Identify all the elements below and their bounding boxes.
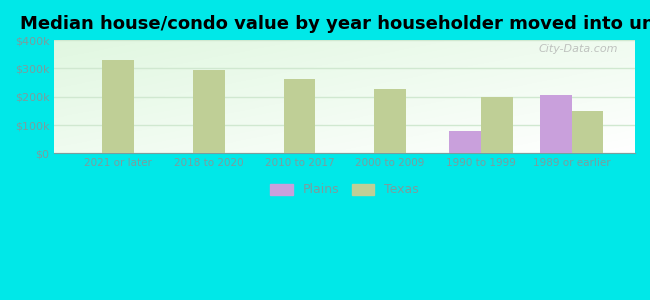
Bar xyxy=(571,111,603,153)
Bar xyxy=(540,95,571,153)
Bar xyxy=(481,97,513,153)
Bar xyxy=(102,60,134,153)
Bar xyxy=(283,79,315,153)
Bar xyxy=(193,70,224,153)
Bar xyxy=(449,131,481,153)
Legend: Plains, Texas: Plains, Texas xyxy=(265,178,424,202)
Text: City-Data.com: City-Data.com xyxy=(538,44,617,53)
Title: Median house/condo value by year householder moved into unit: Median house/condo value by year househo… xyxy=(20,15,650,33)
Bar xyxy=(374,89,406,153)
